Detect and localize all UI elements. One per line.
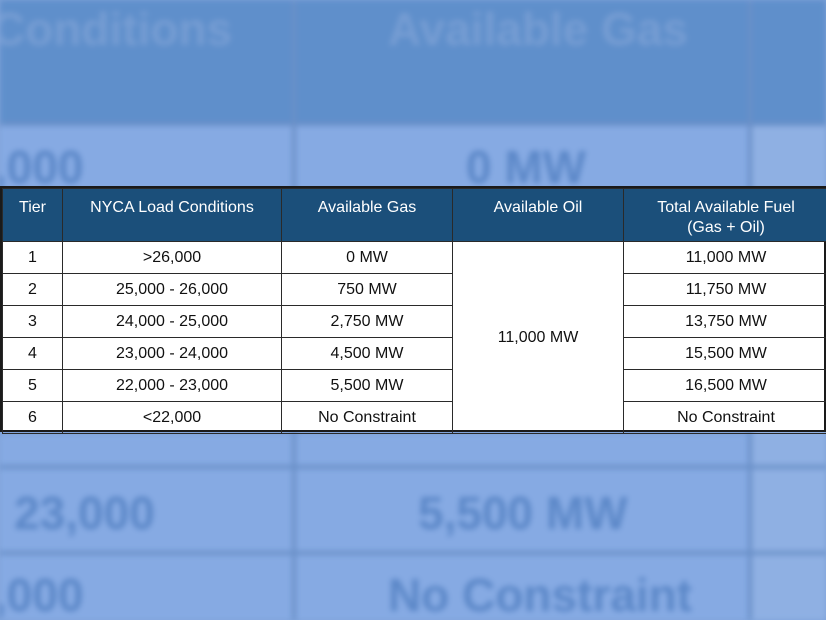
background-band bbox=[0, 469, 826, 551]
background-header-text: Available Gas bbox=[388, 3, 689, 55]
cell-oil-merged: 11,000 MW bbox=[452, 241, 624, 434]
cell-load: 22,000 - 23,000 bbox=[62, 369, 282, 402]
background-row-text: ,000 bbox=[0, 141, 84, 193]
background-divider bbox=[0, 122, 826, 126]
cell-gas: 4,500 MW bbox=[281, 337, 453, 370]
background-row-text: ,000 bbox=[0, 569, 84, 620]
table-row: 2 25,000 - 26,000 750 MW 11,750 MW bbox=[2, 273, 826, 306]
cell-tier: 1 bbox=[2, 241, 63, 274]
background-band bbox=[0, 125, 826, 195]
cell-total: 11,000 MW bbox=[623, 241, 826, 274]
table-row: 4 23,000 - 24,000 4,500 MW 15,500 MW bbox=[2, 337, 826, 370]
cell-total: 11,750 MW bbox=[623, 273, 826, 306]
header-total-fuel: Total Available Fuel (Gas + Oil) bbox=[623, 188, 826, 242]
cell-total: 13,750 MW bbox=[623, 305, 826, 338]
background-row-text: - 23,000 bbox=[0, 487, 155, 539]
background-band bbox=[0, 435, 826, 465]
header-available-oil: Available Oil bbox=[452, 188, 624, 242]
cell-gas: No Constraint bbox=[281, 401, 453, 434]
cell-load: 25,000 - 26,000 bbox=[62, 273, 282, 306]
table-header-row: Tier NYCA Load Conditions Available Gas … bbox=[2, 188, 826, 242]
cell-tier: 5 bbox=[2, 369, 63, 402]
table-row: 1 >26,000 0 MW 11,000 MW 11,000 MW bbox=[2, 241, 826, 434]
cell-load: <22,000 bbox=[62, 401, 282, 434]
background-divider bbox=[0, 465, 826, 469]
background-divider bbox=[0, 551, 826, 555]
header-total-fuel-line2: (Gas + Oil) bbox=[687, 219, 765, 236]
cell-gas: 5,500 MW bbox=[281, 369, 453, 402]
cell-tier: 3 bbox=[2, 305, 63, 338]
cell-tier: 6 bbox=[2, 401, 63, 434]
fuel-availability-table: Tier NYCA Load Conditions Available Gas … bbox=[0, 186, 826, 434]
cell-gas: 750 MW bbox=[281, 273, 453, 306]
cell-gas: 2,750 MW bbox=[281, 305, 453, 338]
background-row-text: 5,500 MW bbox=[418, 487, 628, 539]
header-load-conditions: NYCA Load Conditions bbox=[62, 188, 282, 242]
header-available-gas: Available Gas bbox=[281, 188, 453, 242]
header-tier: Tier bbox=[2, 188, 63, 242]
cell-load: 23,000 - 24,000 bbox=[62, 337, 282, 370]
background-row-text: No Constraint bbox=[388, 569, 693, 620]
cell-total: No Constraint bbox=[623, 401, 826, 434]
table-row: 3 24,000 - 25,000 2,750 MW 13,750 MW bbox=[2, 305, 826, 338]
header-total-fuel-line1: Total Available Fuel bbox=[657, 199, 795, 216]
cell-load: >26,000 bbox=[62, 241, 282, 274]
cell-gas: 0 MW bbox=[281, 241, 453, 274]
background-header-band bbox=[0, 0, 826, 125]
cell-tier: 2 bbox=[2, 273, 63, 306]
tier-table: Tier NYCA Load Conditions Available Gas … bbox=[2, 188, 826, 434]
background-header-text: Conditions bbox=[0, 3, 233, 55]
background-band bbox=[0, 555, 826, 620]
cell-total: 16,500 MW bbox=[623, 369, 826, 402]
table-row: 6 <22,000 No Constraint No Constraint bbox=[2, 401, 826, 434]
cell-load: 24,000 - 25,000 bbox=[62, 305, 282, 338]
table-row: 5 22,000 - 23,000 5,500 MW 16,500 MW bbox=[2, 369, 826, 402]
background-row-text: 0 MW bbox=[466, 141, 587, 193]
cell-total: 15,500 MW bbox=[623, 337, 826, 370]
cell-tier: 4 bbox=[2, 337, 63, 370]
